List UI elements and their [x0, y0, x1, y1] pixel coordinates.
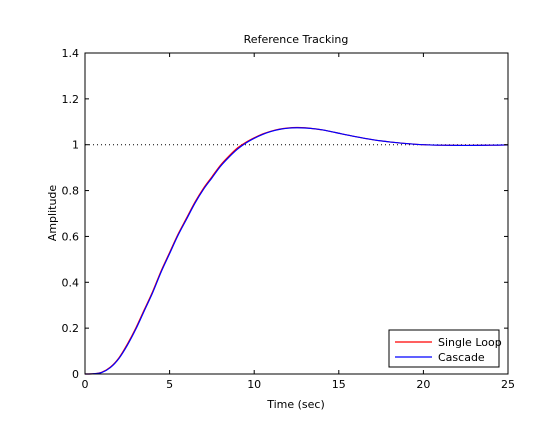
- series-layer: [84, 126, 509, 375]
- y-tick-label: 0.2: [62, 322, 80, 335]
- y-axis-label: Amplitude: [46, 185, 59, 242]
- series-line-cascade: [84, 127, 509, 375]
- x-tick-label: 20: [416, 378, 430, 391]
- axes-box: [84, 52, 509, 375]
- y-tick-label: 1.4: [62, 47, 80, 60]
- y-tick-label: 0.8: [62, 185, 80, 198]
- x-axis-label: Time (sec): [266, 398, 325, 411]
- x-tick-label: 10: [247, 378, 261, 391]
- y-tick-label: 1.2: [62, 93, 80, 106]
- y-tick-label: 0.4: [62, 276, 80, 289]
- legend: Single Loop Cascade: [388, 329, 502, 368]
- x-tick-label: 0: [82, 378, 89, 391]
- chart-title: Reference Tracking: [244, 33, 349, 46]
- y-tick-label: 0: [72, 368, 79, 381]
- legend-label-single-loop: Single Loop: [438, 336, 502, 349]
- y-tick-label: 0.6: [62, 230, 80, 243]
- tick-layer: 0 5 10 15 20 25 0 0.2 0.4 0.6 0.8 1 1.2 1.4: [62, 47, 516, 391]
- legend-box: [388, 329, 500, 368]
- y-tick-label: 1: [72, 139, 79, 152]
- x-tick-label: 5: [166, 378, 173, 391]
- legend-label-cascade: Cascade: [438, 351, 485, 364]
- plot-area: [85, 53, 508, 374]
- x-tick-label: 25: [501, 378, 515, 391]
- x-tick-label: 15: [332, 378, 346, 391]
